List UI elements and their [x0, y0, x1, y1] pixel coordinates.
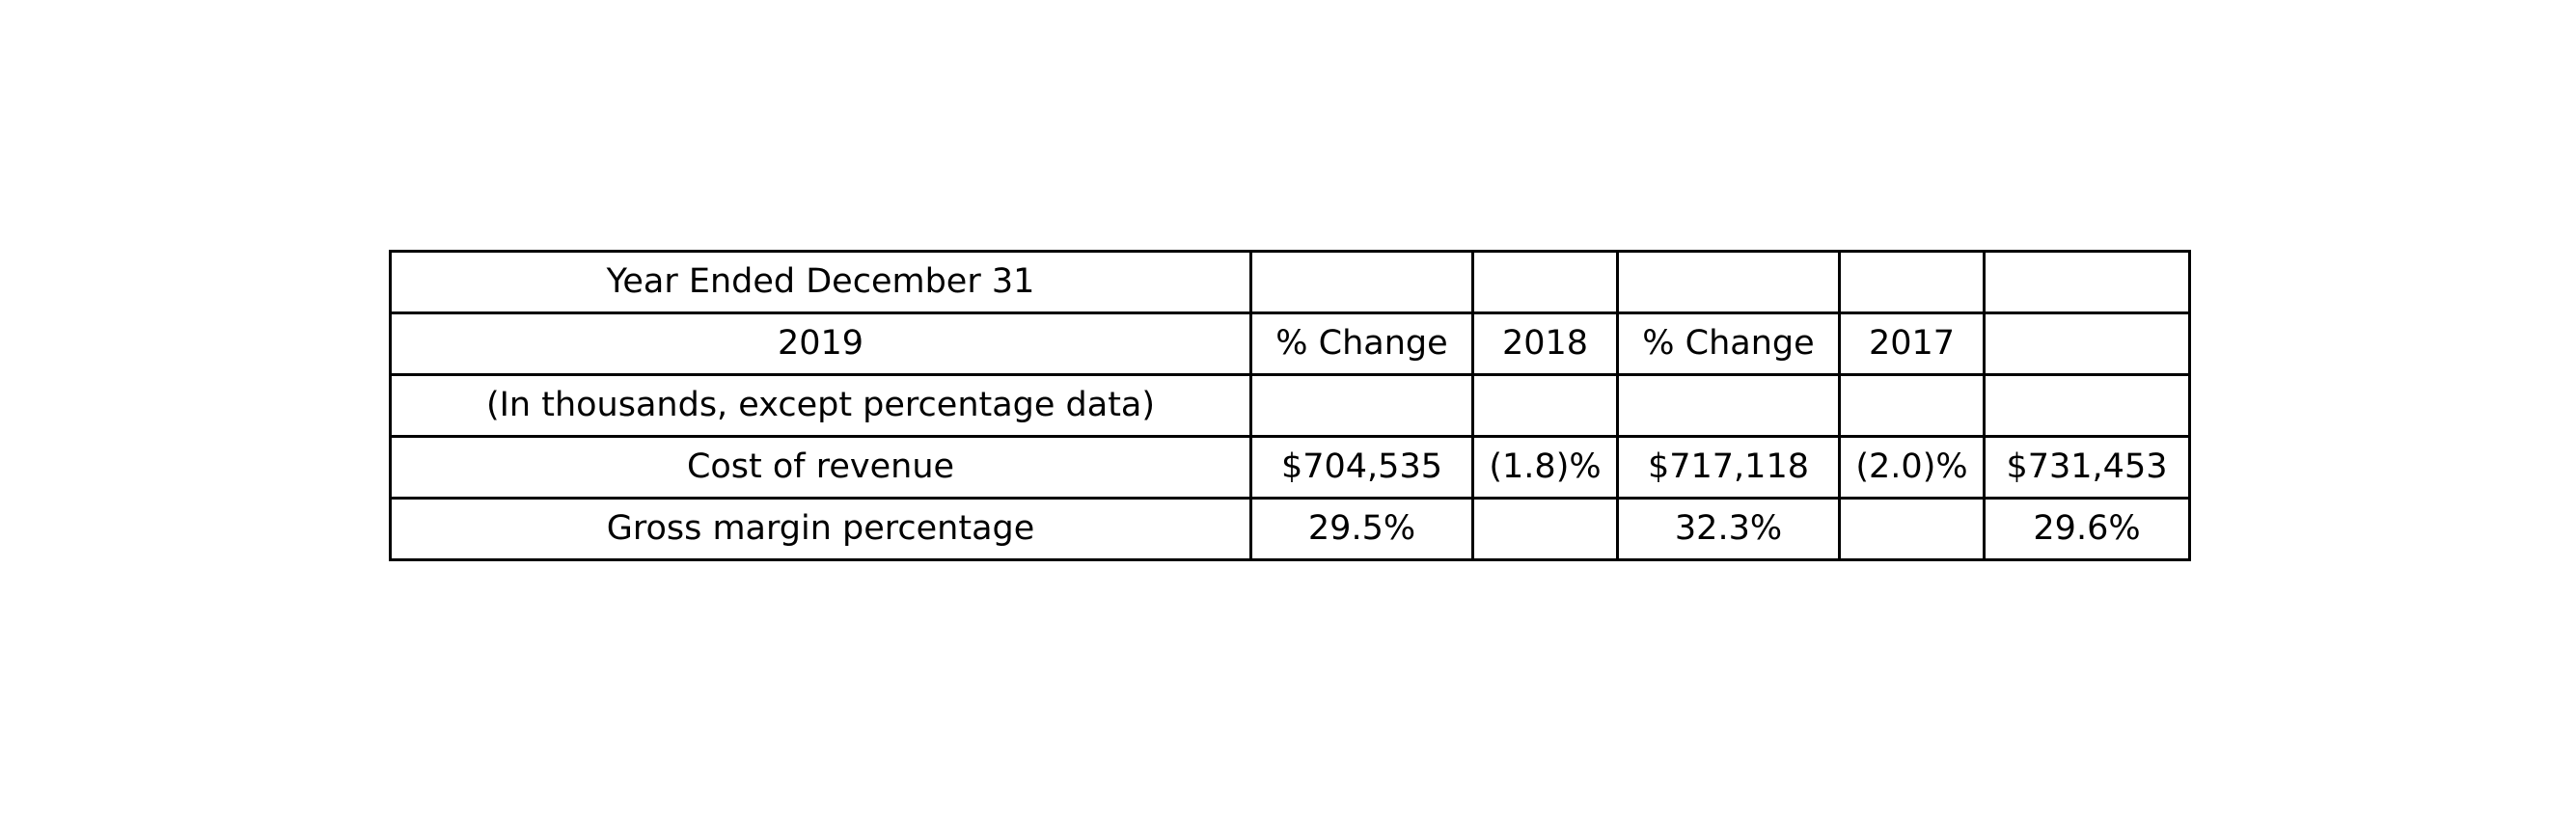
table-cell: 32.3% [1616, 497, 1841, 561]
table-cell [1983, 373, 2191, 438]
table-cell [1616, 373, 1841, 438]
table-cell: $704,535 [1249, 435, 1474, 500]
table-cell: 29.5% [1249, 497, 1474, 561]
table-cell: % Change [1616, 311, 1841, 376]
table-row-gross-margin: Gross margin percentage 29.5% 32.3% 29.6… [389, 497, 2191, 561]
table-cell [1249, 373, 1474, 438]
table-cell: (1.8)% [1471, 435, 1619, 500]
table-cell: Gross margin percentage [389, 497, 1252, 561]
table-cell: 29.6% [1983, 497, 2191, 561]
table-cell: 2018 [1471, 311, 1619, 376]
table-cell [1838, 373, 1986, 438]
table-row-units-note: (In thousands, except percentage data) [389, 373, 2191, 438]
table-cell [1471, 250, 1619, 314]
table-cell: 2017 [1838, 311, 1986, 376]
table-cell [1471, 373, 1619, 438]
table-cell [1838, 250, 1986, 314]
table-cell: Cost of revenue [389, 435, 1252, 500]
table-cell [1983, 250, 2191, 314]
table-cell: Year Ended December 31 [389, 250, 1252, 314]
financial-table: Year Ended December 31 2019 % Change 201… [389, 250, 2191, 561]
table-cell [1249, 250, 1474, 314]
table-cell: % Change [1249, 311, 1474, 376]
table-cell: $731,453 [1983, 435, 2191, 500]
table-cell: $717,118 [1616, 435, 1841, 500]
table-cell: (In thousands, except percentage data) [389, 373, 1252, 438]
table-row-header-year: Year Ended December 31 [389, 250, 2191, 314]
table-row-header-columns: 2019 % Change 2018 % Change 2017 [389, 311, 2191, 376]
table-cell: 2019 [389, 311, 1252, 376]
table-cell [1838, 497, 1986, 561]
table-row-cost-of-revenue: Cost of revenue $704,535 (1.8)% $717,118… [389, 435, 2191, 500]
table-cell [1983, 311, 2191, 376]
table-cell [1616, 250, 1841, 314]
table-cell: (2.0)% [1838, 435, 1986, 500]
table-cell [1471, 497, 1619, 561]
